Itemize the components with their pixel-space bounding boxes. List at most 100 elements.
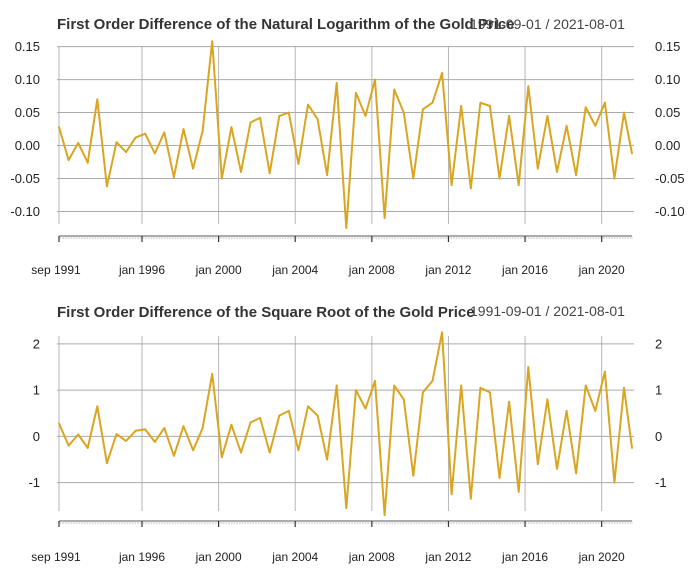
data-point: [259, 116, 262, 119]
data-point: [96, 405, 99, 408]
data-point: [508, 400, 511, 403]
data-point: [364, 114, 367, 117]
data-point: [326, 458, 329, 461]
data-point: [460, 105, 463, 107]
x-tick-label: jan 2020: [578, 550, 625, 564]
y-tick-label-left: 0.05: [15, 105, 40, 120]
chart-title: First Order Difference of the Square Roo…: [57, 304, 475, 321]
data-point: [479, 386, 482, 389]
data-point: [115, 141, 118, 144]
data-point: [631, 152, 633, 155]
data-point: [374, 379, 376, 382]
data-point: [345, 507, 348, 509]
data-point: [527, 85, 530, 88]
data-point: [211, 40, 214, 43]
data-point: [383, 514, 386, 516]
data-point: [489, 105, 491, 107]
data-point: [441, 72, 443, 74]
data-point: [517, 490, 520, 493]
data-point: [536, 167, 539, 170]
x-tick-label: jan 2016: [501, 263, 548, 277]
data-point: [422, 108, 424, 111]
y-tick-label-left: 2: [33, 336, 40, 351]
chart-panel-2: sep 1991 jan 1996 jan 2000 jan 2004 jan 2008…: [28, 303, 666, 564]
data-point: [96, 98, 99, 101]
y-tick-label-right: 0.15: [655, 39, 680, 54]
data-point: [134, 136, 137, 139]
data-point: [431, 101, 434, 104]
data-point: [67, 159, 70, 161]
data-point: [565, 124, 568, 127]
data-point: [259, 416, 262, 419]
data-point: [316, 414, 319, 417]
data-point: [278, 114, 281, 117]
data-point: [201, 427, 204, 429]
data-point: [287, 410, 290, 412]
data-point: [623, 111, 625, 114]
y-tick-label-right: 0.05: [655, 105, 680, 120]
data-point: [249, 421, 252, 424]
data-point: [603, 101, 606, 104]
y-tick-label-right: 0: [655, 429, 662, 444]
chart-title: First Order Difference of the Natural Lo…: [57, 16, 515, 33]
data-point: [335, 384, 338, 387]
x-tick-label: jan 2000: [195, 263, 242, 277]
data-point: [115, 433, 118, 435]
data-point: [594, 410, 597, 412]
data-point: [469, 187, 472, 190]
data-point: [613, 177, 616, 180]
data-point: [125, 151, 127, 154]
y-tick-label-left: 0.00: [15, 138, 40, 153]
data-point: [77, 433, 80, 436]
data-point: [364, 407, 367, 410]
data-point: [393, 384, 396, 387]
data-point: [192, 167, 194, 170]
data-point: [422, 391, 424, 394]
data-point: [58, 422, 60, 425]
data-point: [287, 111, 290, 114]
data-point: [326, 174, 329, 177]
data-point: [316, 118, 319, 121]
data-point: [153, 441, 156, 443]
y-tick-label-left: 0: [33, 429, 40, 444]
data-point: [441, 331, 443, 334]
data-point: [603, 370, 606, 373]
y-tick-label-left: 0.15: [15, 39, 40, 54]
data-point: [584, 106, 587, 109]
data-point: [297, 449, 300, 452]
data-point: [297, 163, 300, 165]
data-point: [450, 184, 453, 187]
x-tick-label: jan 2004: [271, 550, 318, 564]
data-point: [498, 177, 501, 180]
data-point: [402, 111, 405, 114]
data-point: [402, 398, 405, 401]
data-point: [249, 121, 252, 124]
data-point: [479, 101, 482, 104]
x-tick-label: jan 2016: [501, 550, 548, 564]
data-point: [211, 373, 214, 375]
data-point: [173, 176, 175, 179]
data-point: [374, 78, 376, 81]
data-point: [412, 474, 415, 477]
x-tick-label: jan 2004: [271, 263, 318, 277]
y-tick-label-right: 2: [655, 336, 662, 351]
series-line: [58, 40, 633, 229]
x-tick-label: jan 2008: [348, 550, 395, 564]
data-point: [489, 391, 491, 394]
data-point: [556, 171, 558, 173]
data-point: [335, 81, 338, 84]
x-tick-label: jan 2020: [578, 263, 625, 277]
data-point: [268, 451, 271, 454]
y-tick-label-right: 1: [655, 383, 662, 398]
data-point: [86, 447, 89, 449]
data-point: [278, 414, 281, 417]
data-point: [220, 456, 223, 459]
y-tick-label-left: -1: [28, 475, 40, 490]
x-tick-label: jan 2000: [195, 550, 242, 564]
y-tick-label-right: -1: [655, 475, 667, 490]
date-range-label: 1991-09-01 / 2021-08-01: [470, 16, 625, 32]
x-tick-label: sep 1991: [31, 263, 81, 277]
data-point: [230, 126, 233, 128]
data-point: [354, 91, 357, 94]
